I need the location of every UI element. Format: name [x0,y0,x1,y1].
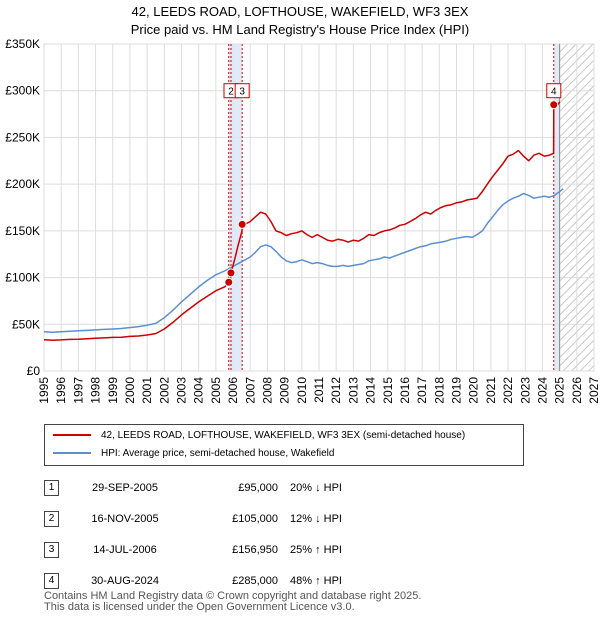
chart-title: 42, LEEDS ROAD, LOFTHOUSE, WAKEFIELD, WF… [131,4,469,19]
legend-swatch-property [53,434,91,437]
sale-marker [226,268,236,278]
sale-callout-box [546,83,562,99]
hpi-line [43,188,564,333]
transaction-number: 3 [44,541,59,558]
x-tick-label: 1997 [71,377,85,404]
property-price-line [43,101,561,341]
x-tick-label: 2000 [123,377,137,404]
x-tick-label: 2026 [570,377,584,404]
x-tick-label: 2002 [157,377,171,404]
x-tick-label: 1995 [37,377,51,404]
sale-marker [224,277,234,287]
transaction-date: 16-NOV-2005 [91,512,159,525]
x-tick-label: 1999 [106,377,120,404]
table-row: 4 30-AUG-2024 £285,000 48% ↑ HPI [44,565,400,596]
y-tick-label: £150K [5,224,40,238]
y-tick-label: £100K [5,271,40,285]
y-tick-label: £200K [5,177,40,191]
table-row: 1 29-SEP-2005 £95,000 20% ↓ HPI [44,472,400,503]
table-row: 2 16-NOV-2005 £105,000 12% ↓ HPI [44,503,400,534]
sale-callout-label: 4 [551,87,557,98]
x-tick-label: 2018 [432,377,446,404]
x-tick-label: 2014 [364,377,378,404]
x-tick-label: 2017 [415,377,429,404]
x-tick-label: 2016 [398,377,412,404]
x-tick-label: 2019 [450,377,464,404]
x-tick-label: 2024 [535,377,549,404]
x-tick-label: 2008 [260,377,274,404]
legend-label-property: 42, LEEDS ROAD, LOFTHOUSE, WAKEFIELD, WF… [101,430,466,441]
x-tick-label: 2015 [381,377,395,404]
transaction-number: 2 [44,510,59,527]
y-tick-label: £0 [27,364,41,378]
transaction-hpi: 48% ↑ HPI [290,574,342,587]
y-tick-label: £250K [5,130,40,144]
x-tick-label: 2020 [467,377,481,404]
transaction-number: 1 [44,479,59,496]
transaction-price: £105,000 [232,512,278,525]
legend: 42, LEEDS ROAD, LOFTHOUSE, WAKEFIELD, WF… [44,424,524,466]
transaction-price: £285,000 [232,574,278,587]
x-tick-label: 1998 [89,377,103,404]
y-tick-label: £300K [5,84,40,98]
footer-licence: This data is licensed under the Open Gov… [44,601,355,613]
transaction-hpi: 12% ↓ HPI [290,512,342,525]
ownership-shade [228,44,243,371]
transaction-hpi: 25% ↑ HPI [290,543,342,556]
transaction-price: £95,000 [238,481,278,494]
x-tick-label: 2023 [518,377,532,404]
x-tick-label: 2010 [295,377,309,404]
legend-label-hpi: HPI: Average price, semi-detached house,… [101,448,335,459]
transaction-hpi: 20% ↓ HPI [290,481,342,494]
x-tick-label: 2009 [278,377,292,404]
transaction-date: 29-SEP-2005 [91,481,159,494]
x-tick-label: 2004 [192,377,206,404]
y-tick-label: £50K [12,317,40,331]
x-tick-label: 2005 [209,377,223,404]
x-tick-label: 1996 [54,377,68,404]
legend-item-hpi: HPI: Average price, semi-detached house,… [53,446,334,462]
transaction-number: 4 [44,572,59,589]
sale-marker [237,219,247,229]
x-tick-label: 2012 [329,377,343,404]
x-tick-label: 2022 [501,377,515,404]
x-tick-label: 2003 [175,377,189,404]
legend-item-property: 42, LEEDS ROAD, LOFTHOUSE, WAKEFIELD, WF… [53,428,465,444]
transaction-price: £156,950 [232,543,278,556]
x-tick-label: 2007 [243,377,257,404]
sale-callout-label: 2 [228,87,234,98]
ownership-shade [553,44,560,371]
sale-callout-box [234,83,250,99]
x-tick-label: 2021 [484,377,498,404]
x-tick-label: 2025 [553,377,567,404]
table-row: 3 14-JUL-2006 £156,950 25% ↑ HPI [44,534,400,565]
x-tick-label: 2027 [587,377,600,404]
transactions-table: 1 29-SEP-2005 £95,000 20% ↓ HPI 2 16-NOV… [44,472,400,596]
y-tick-label: £350K [5,37,40,51]
transaction-date: 30-AUG-2024 [91,574,159,587]
footer-copyright: Contains HM Land Registry data © Crown c… [44,590,422,602]
sale-marker [549,100,559,110]
legend-swatch-hpi [53,452,91,455]
x-tick-label: 2006 [226,377,240,404]
x-tick-label: 2011 [312,377,326,403]
sale-callout-label: 3 [239,87,245,98]
chart-subtitle: Price paid vs. HM Land Registry's House … [130,22,470,37]
transaction-date: 14-JUL-2006 [93,543,157,556]
x-tick-label: 2013 [346,377,360,404]
x-tick-label: 2001 [140,377,154,404]
